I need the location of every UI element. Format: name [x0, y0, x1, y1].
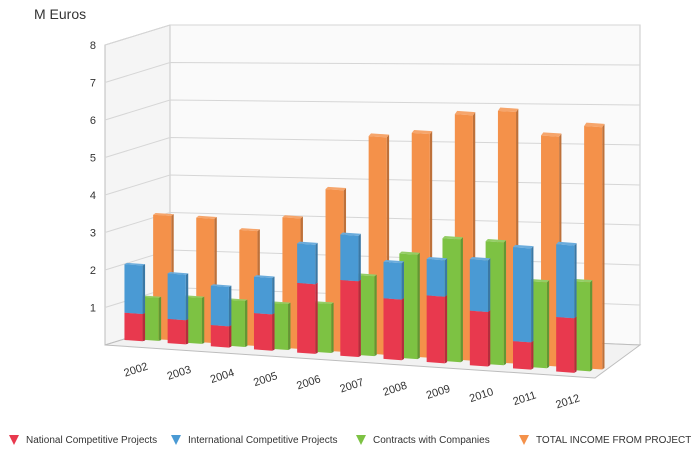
bar-international-competitive-projects-2011 — [513, 244, 534, 343]
gridline — [104, 99, 641, 121]
legend-label: TOTAL INCOME FROM PROJECTS — [536, 434, 691, 446]
legend-label: International Competitive Projects — [188, 434, 338, 446]
bar-international-competitive-projects-2004 — [210, 284, 232, 327]
legend-marker-icon — [356, 435, 366, 445]
legend-marker-icon — [171, 435, 181, 445]
legend-item: TOTAL INCOME FROM PROJECTS — [518, 434, 691, 446]
gridline — [104, 61, 641, 83]
legend-label: National Competitive Projects — [26, 434, 158, 446]
x-tick-label: 2007 — [338, 377, 365, 396]
bar-national-competitive-projects-2005 — [253, 311, 275, 351]
bar-national-competitive-projects-2011 — [513, 339, 534, 370]
legend-marker-icon — [9, 435, 19, 445]
x-tick-label: 2012 — [554, 392, 581, 411]
y-tick-label: 6 — [90, 115, 96, 127]
x-tick-label: 2002 — [123, 361, 150, 380]
gridline — [104, 136, 641, 158]
x-tick-label: 2009 — [425, 383, 452, 402]
bar-international-competitive-projects-2003 — [167, 272, 189, 321]
y-tick-labels: 1 2 3 4 5 6 7 8 — [90, 40, 96, 315]
y-tick-label: 8 — [90, 40, 96, 52]
legend-item: Contracts with Companies — [355, 434, 490, 446]
gridline — [104, 174, 641, 196]
x-tick-label: 2006 — [295, 373, 322, 392]
y-tick-label: 7 — [90, 78, 96, 90]
bar-international-competitive-projects-2006 — [297, 241, 318, 285]
gridline — [104, 24, 640, 46]
bar-international-competitive-projects-2007 — [340, 232, 361, 282]
bar-international-competitive-projects-2009 — [426, 256, 448, 297]
x-tick-label: 2010 — [468, 386, 495, 405]
bar-national-competitive-projects-2010 — [469, 308, 491, 367]
bar-national-competitive-projects-2002 — [124, 311, 146, 342]
bar-international-competitive-projects-2005 — [253, 275, 275, 315]
legend-item: National Competitive Projects — [8, 434, 157, 446]
y-tick-label: 2 — [90, 265, 96, 277]
bar-international-competitive-projects-2012 — [556, 241, 577, 319]
x-tick-label: 2005 — [252, 370, 279, 389]
y-tick-label: 4 — [90, 190, 96, 202]
x-tick-label: 2011 — [512, 389, 538, 408]
bar-international-competitive-projects-2002 — [124, 262, 146, 315]
bars — [124, 107, 605, 373]
gridline — [104, 211, 641, 233]
y-tick-label: 1 — [90, 303, 96, 315]
y-axis-label: M Euros — [34, 6, 87, 22]
bar-national-competitive-projects-2012 — [556, 315, 577, 373]
x-tick-label: 2004 — [209, 367, 236, 386]
x-tick-label: 2008 — [382, 380, 409, 399]
y-tick-label: 5 — [90, 153, 96, 165]
bar-national-competitive-projects-2004 — [210, 323, 232, 348]
legend-item: International Competitive Projects — [170, 434, 338, 446]
bar-national-competitive-projects-2008 — [383, 296, 404, 361]
y-tick-label: 3 — [90, 228, 96, 240]
bar-national-competitive-projects-2007 — [340, 278, 361, 358]
legend-marker-icon — [519, 435, 529, 445]
legend-label: Contracts with Companies — [373, 434, 490, 446]
bar-national-competitive-projects-2006 — [297, 281, 318, 354]
legend: National Competitive Projects Internation… — [8, 434, 691, 450]
bar-international-competitive-projects-2010 — [469, 257, 491, 312]
bar-national-competitive-projects-2003 — [167, 317, 189, 345]
bar-national-competitive-projects-2009 — [426, 293, 448, 364]
x-tick-label: 2003 — [166, 364, 193, 383]
bar-international-competitive-projects-2008 — [383, 259, 404, 300]
